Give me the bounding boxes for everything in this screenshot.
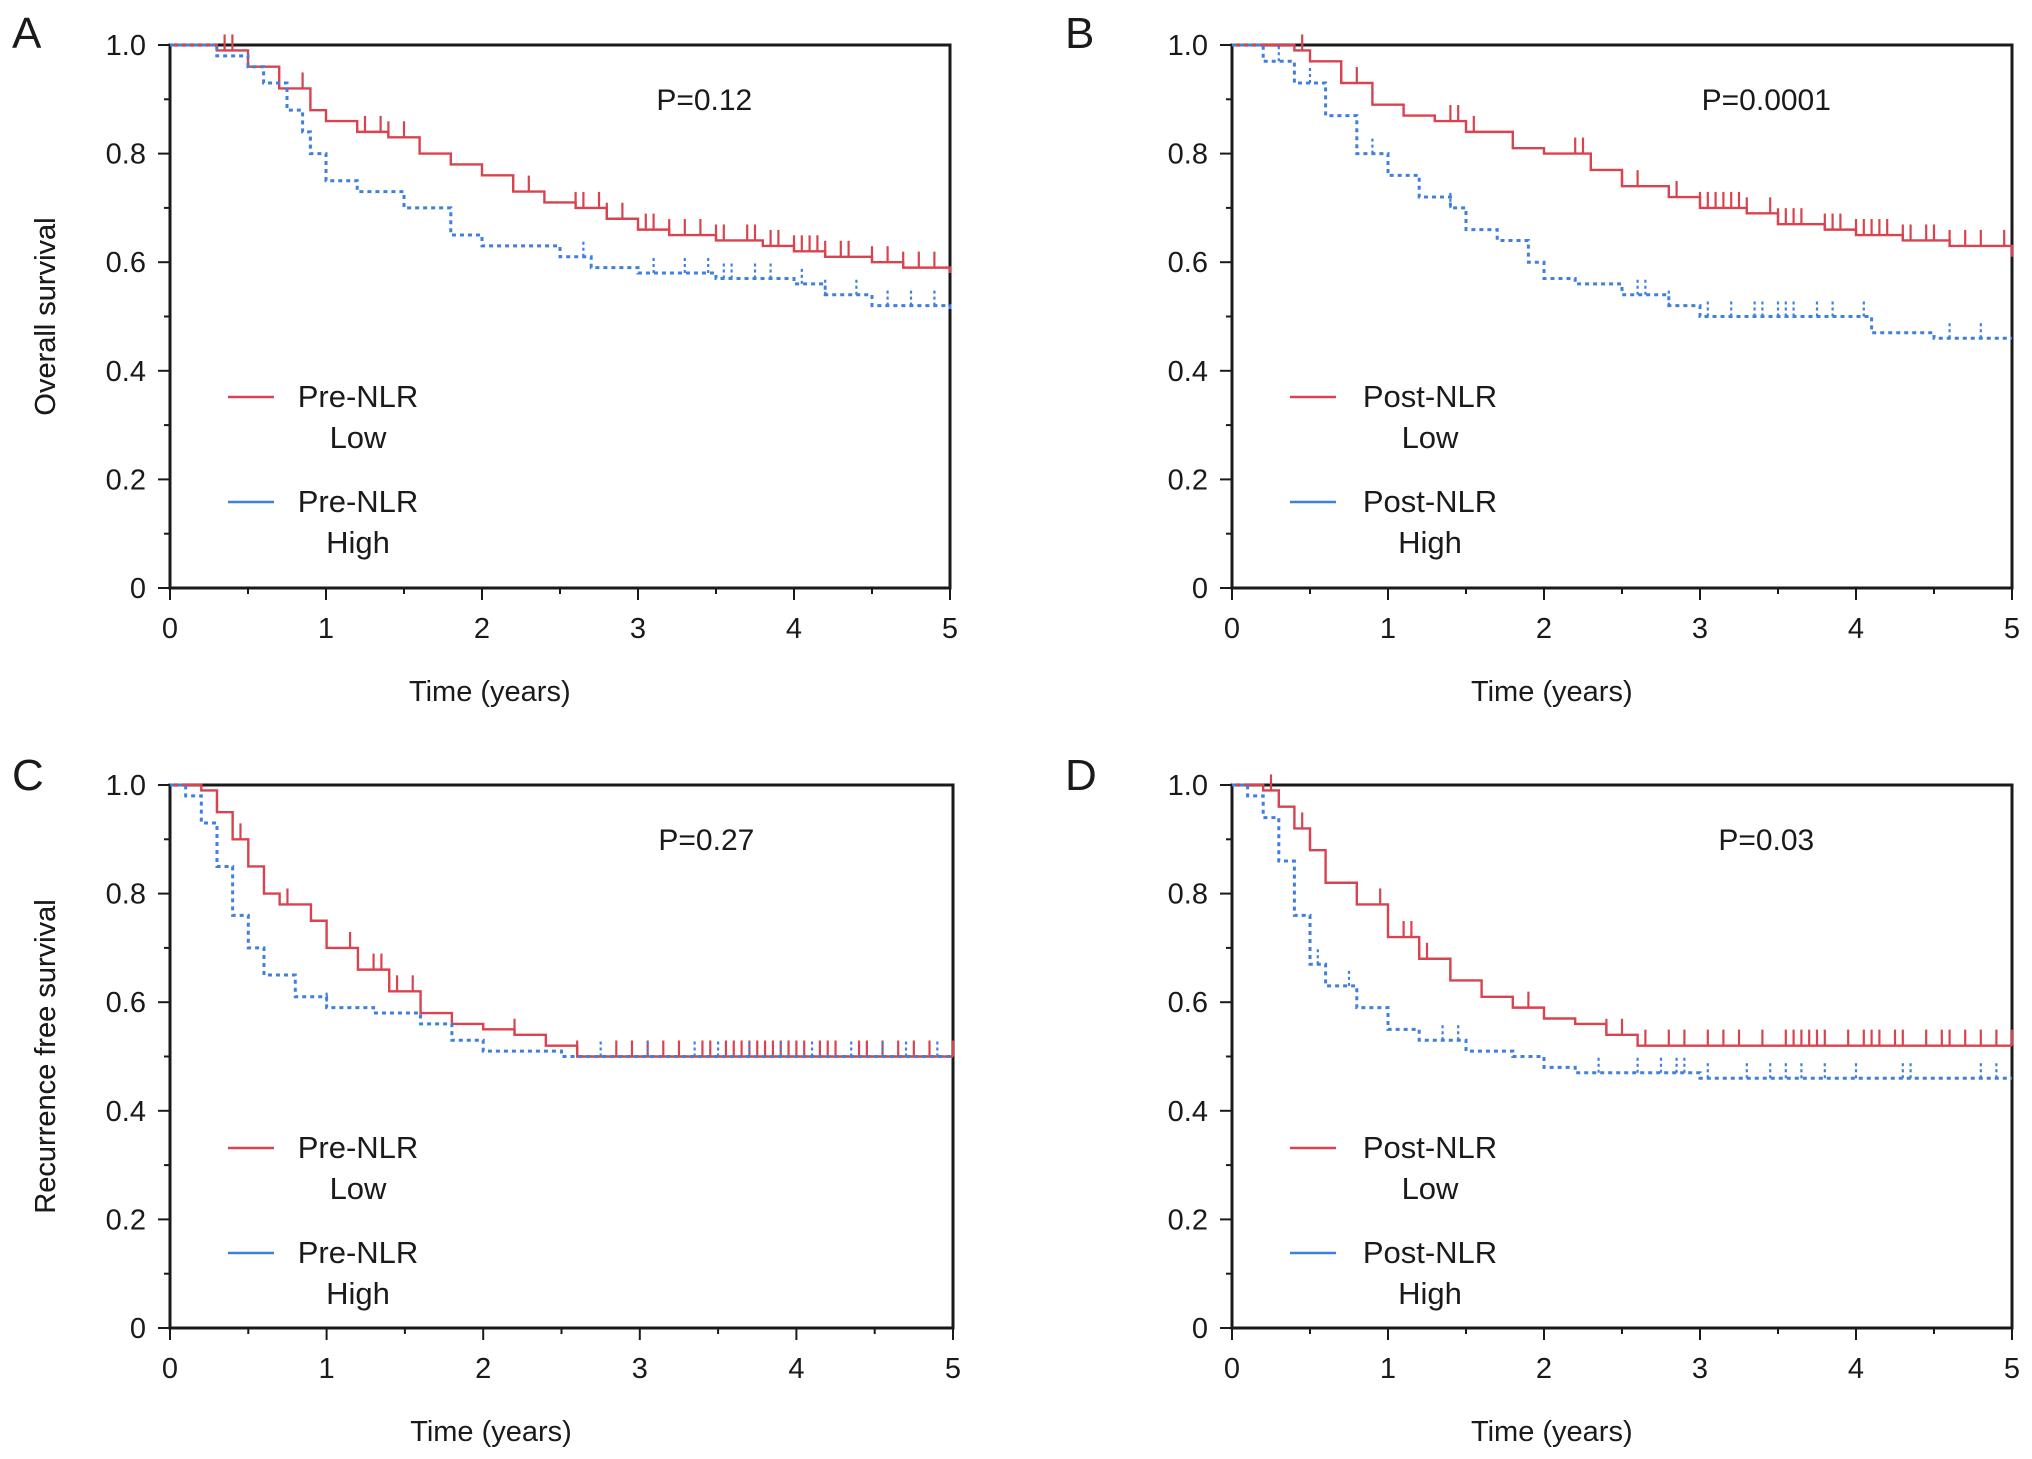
x-tick-label: 0: [1224, 613, 1240, 645]
y-tick-label: 0.6: [1168, 987, 1208, 1019]
survival-curve-high: [170, 43, 952, 312]
legend-sublabel-high: High: [1398, 525, 1462, 560]
x-tick-label: 1: [319, 1353, 335, 1385]
legend-sublabel-high: High: [326, 525, 390, 560]
y-tick-label: 1.0: [106, 30, 146, 62]
survival-curve-high: [170, 783, 953, 1058]
y-tick-label: 0.2: [106, 464, 146, 496]
y-axis-title: Overall survival: [30, 217, 62, 415]
panel-c: C 0 0.2 0.4 0.6 0.8 1.0 0 1 2 3 4 5 Time (years) Recur…: [12, 751, 961, 1448]
y-tick-label: 0.6: [106, 247, 146, 279]
y-tick-label: 0: [1192, 573, 1208, 605]
x-tick-label: 3: [1692, 613, 1708, 645]
y-tick-label: 0.4: [106, 1096, 146, 1128]
y-tick-label: 1.0: [1168, 770, 1208, 802]
y-tick-label: 0.2: [1168, 1204, 1208, 1236]
y-tick-label: 0: [1192, 1313, 1208, 1345]
x-tick-label: 5: [945, 1353, 961, 1385]
survival-curve-low: [1232, 43, 2014, 257]
x-tick-label: 4: [1848, 1353, 1864, 1385]
legend-sublabel-high: High: [1398, 1276, 1462, 1311]
x-tick-label: 2: [1536, 1353, 1552, 1385]
legend-label-low: Post-NLR: [1363, 379, 1497, 414]
legend-label-low: Pre-NLR: [298, 379, 419, 414]
legend-sublabel-low: Low: [330, 1171, 387, 1206]
x-tick-label: 1: [318, 613, 334, 645]
p-value: P=0.12: [656, 84, 752, 117]
y-tick-label: 0.4: [1168, 356, 1208, 388]
y-tick-label: 0.4: [1168, 1096, 1208, 1128]
x-tick-label: 2: [474, 613, 490, 645]
y-tick-label: 0: [130, 1313, 146, 1345]
x-tick-label: 4: [786, 613, 802, 645]
y-tick-label: 0.8: [106, 879, 146, 911]
panel-b: B 0 0.2 0.4 0.6 0.8 1.0 0 1 2 3 4 5 Time (years) Overa…: [30, 9, 2020, 708]
x-axis-title: Time (years): [409, 676, 571, 708]
y-tick-label: 0.8: [106, 139, 146, 171]
legend-label-high: Post-NLR: [1363, 484, 1497, 519]
plot-frame: [1230, 43, 2014, 590]
legend-label-low: Pre-NLR: [298, 1130, 419, 1165]
y-tick-label: 0.6: [106, 987, 146, 1019]
panel-letter: B: [1065, 9, 1094, 58]
x-tick-label: 0: [162, 613, 178, 645]
x-tick-label: 2: [1536, 613, 1552, 645]
y-tick-label: 0.8: [1168, 139, 1208, 171]
x-tick-label: 3: [630, 613, 646, 645]
survival-curve-low: [170, 783, 953, 1058]
plot-frame: [168, 43, 952, 590]
p-value: P=0.03: [1718, 824, 1814, 857]
x-tick-label: 0: [162, 1353, 178, 1385]
panel-letter: A: [12, 9, 42, 58]
legend-label-high: Post-NLR: [1363, 1235, 1497, 1270]
survival-curve-low: [1232, 783, 2012, 1047]
x-tick-label: 4: [1848, 613, 1864, 645]
x-tick-label: 4: [788, 1353, 804, 1385]
x-tick-label: 1: [1380, 613, 1396, 645]
x-tick-label: 5: [2004, 613, 2020, 645]
x-tick-label: 3: [632, 1353, 648, 1385]
x-tick-label: 2: [475, 1353, 491, 1385]
y-axis-title: Overall survival: [30, 217, 62, 415]
y-axis-title: Recurrence free survival: [30, 899, 62, 1213]
panel-letter: D: [1065, 751, 1097, 800]
x-tick-label: 5: [2004, 1353, 2020, 1385]
x-tick-label: 0: [1224, 1353, 1240, 1385]
panel-a: A 0 0.2 0.4 0.6 0.8 1.0 0 1 2 3 4 5 Time (years) Overa…: [12, 9, 958, 708]
y-tick-label: 0: [130, 573, 146, 605]
y-tick-label: 0.6: [1168, 247, 1208, 279]
legend-label-high: Pre-NLR: [298, 484, 419, 519]
y-tick-label: 1.0: [106, 770, 146, 802]
p-value: P=0.27: [658, 824, 754, 857]
x-axis-title: Time (years): [1471, 1416, 1633, 1448]
survival-curve-high: [1232, 43, 2012, 340]
x-axis-title: Time (years): [410, 1416, 572, 1448]
y-tick-label: 0.8: [1168, 879, 1208, 911]
legend-sublabel-low: Low: [1402, 1171, 1459, 1206]
y-axis-title: Recurrence free survival: [30, 899, 62, 1213]
legend-label-high: Pre-NLR: [298, 1235, 419, 1270]
x-tick-label: 3: [1692, 1353, 1708, 1385]
x-tick-label: 5: [942, 613, 958, 645]
x-axis-title: Time (years): [1471, 676, 1633, 708]
legend-sublabel-low: Low: [1402, 420, 1459, 455]
panel-letter: C: [12, 751, 44, 800]
y-tick-label: 1.0: [1168, 30, 1208, 62]
y-tick-label: 0.2: [106, 1204, 146, 1236]
y-tick-label: 0.4: [106, 356, 146, 388]
panel-d: D 0 0.2 0.4 0.6 0.8 1.0 0 1 2 3 4 5 Time (years) Recur…: [30, 751, 2020, 1448]
survival-curve-high: [1232, 783, 2012, 1080]
legend-label-low: Post-NLR: [1363, 1130, 1497, 1165]
plot-frame: [1230, 783, 2014, 1330]
p-value: P=0.0001: [1702, 84, 1831, 117]
survival-curve-low: [170, 43, 952, 274]
legend-sublabel-low: Low: [330, 420, 387, 455]
y-tick-label: 0.2: [1168, 464, 1208, 496]
legend-sublabel-high: High: [326, 1276, 390, 1311]
x-tick-label: 1: [1380, 1353, 1396, 1385]
